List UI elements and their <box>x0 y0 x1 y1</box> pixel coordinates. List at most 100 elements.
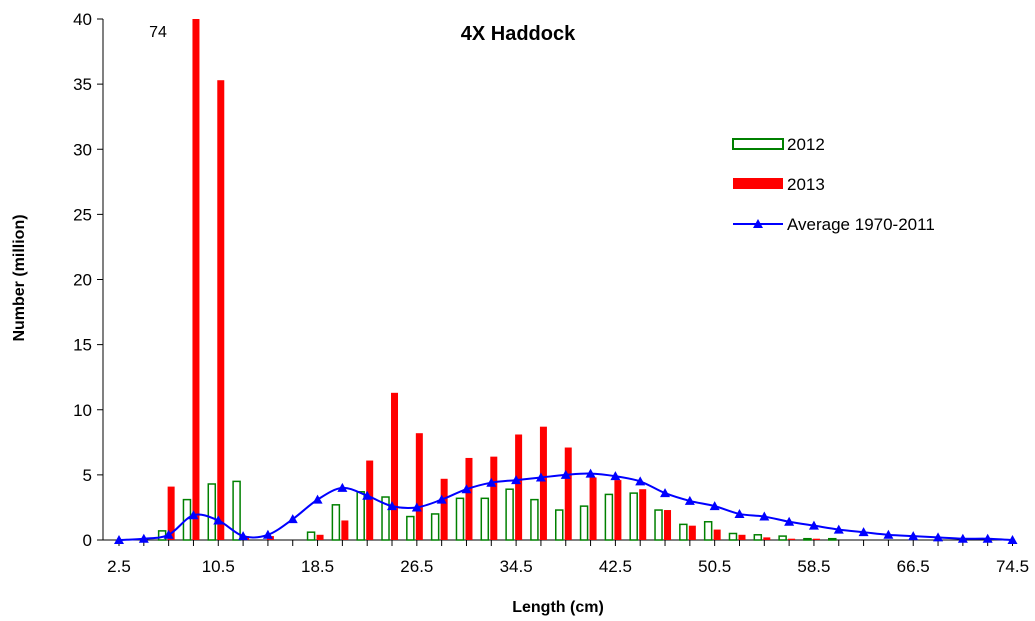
bar-2012 <box>679 523 688 541</box>
average-point-marker <box>908 531 919 541</box>
average-point-marker <box>982 533 993 543</box>
average-point-marker <box>759 511 770 521</box>
average-point-marker <box>114 535 124 544</box>
bar-2013 <box>539 426 547 540</box>
bar-2012 <box>579 505 589 541</box>
x-tick-label: 58.5 <box>797 557 830 576</box>
bar-2013 <box>688 525 696 540</box>
average-point-marker <box>957 533 968 543</box>
average-point-marker <box>585 468 596 478</box>
legend-marker-average <box>753 219 763 228</box>
average-point-marker <box>709 501 720 511</box>
bar-2012 <box>778 535 787 541</box>
bar-2012 <box>207 483 217 541</box>
average-point-marker <box>684 495 695 505</box>
average-point-marker <box>560 469 571 479</box>
bar-2013 <box>738 534 746 540</box>
bar-2013 <box>812 538 820 540</box>
average-point-marker <box>337 482 348 492</box>
bar-2012 <box>480 497 490 541</box>
bar-2013 <box>564 447 572 540</box>
bar-2013 <box>664 510 672 540</box>
x-tick-label: 26.5 <box>400 557 433 576</box>
average-point-marker <box>933 532 944 542</box>
x-axis: 2.5 10.5 18.5 26.5 34.5 42.5 50.5 58.5 66.5 74.5 <box>103 539 1029 576</box>
average-point-marker <box>486 477 497 487</box>
average-point-marker <box>213 515 224 525</box>
y-tick-label: 25 <box>73 205 92 224</box>
bar-2012 <box>703 521 713 541</box>
average-point-marker <box>436 494 447 504</box>
bar-2012 <box>753 534 763 541</box>
bar-value-annotation: 74 <box>149 24 167 41</box>
x-tick-label: 50.5 <box>698 557 731 576</box>
legend-swatch-2013 <box>733 178 783 189</box>
bar-2013 <box>391 392 399 540</box>
bar-2012 <box>530 498 539 541</box>
bar-2012 <box>803 537 812 541</box>
legend-label-2013: 2013 <box>787 175 825 194</box>
average-point-marker <box>535 472 546 482</box>
series-average-line <box>114 468 1018 544</box>
x-tick-label: 34.5 <box>500 557 533 576</box>
average-point-marker <box>635 476 646 486</box>
bar-2013 <box>639 489 647 540</box>
x-axis-title: Length (cm) <box>512 599 604 616</box>
bar-2013 <box>366 460 374 540</box>
y-tick-label: 40 <box>73 10 92 29</box>
bar-2013 <box>465 457 473 540</box>
bar-2012 <box>555 509 564 541</box>
average-point-marker <box>362 490 373 500</box>
bar-2013 <box>589 477 597 540</box>
x-tick-label: 10.5 <box>202 557 235 576</box>
bar-2013 <box>217 80 225 540</box>
average-point-marker <box>833 524 844 534</box>
y-tick-label: 15 <box>73 336 92 355</box>
bar-2013 <box>341 520 349 540</box>
x-tick-label: 2.5 <box>107 557 131 576</box>
bar-2012 <box>430 513 440 541</box>
bar-2013 <box>490 456 498 540</box>
average-point-marker <box>660 488 671 498</box>
bar-2012 <box>455 497 465 541</box>
average-point-marker <box>238 531 249 541</box>
bar-2012 <box>381 496 390 541</box>
average-point-marker <box>138 533 149 543</box>
average-point-marker <box>411 502 422 512</box>
series-2013-bars <box>167 19 820 540</box>
y-tick-label: 5 <box>83 466 92 485</box>
y-axis-title: Number (million) <box>11 214 28 341</box>
bar-2013 <box>788 538 796 540</box>
average-point-marker <box>387 501 398 511</box>
average-point-marker <box>312 494 323 504</box>
y-tick-label: 0 <box>83 531 92 550</box>
legend-label-average: Average 1970-2011 <box>787 215 935 234</box>
y-tick-label: 20 <box>73 271 92 290</box>
bar-2013 <box>614 480 622 540</box>
bar-2013 <box>440 478 448 540</box>
y-tick-label: 35 <box>73 75 92 94</box>
x-tick-label: 74.5 <box>996 557 1029 576</box>
bar-2012 <box>629 492 638 541</box>
average-point-marker <box>784 516 795 526</box>
average-point-marker <box>163 529 174 539</box>
y-tick-label: 10 <box>73 401 92 420</box>
bar-2013 <box>415 433 423 540</box>
average-point-marker <box>287 514 298 524</box>
bar-2012 <box>728 532 738 541</box>
average-point-marker <box>511 475 522 485</box>
legend-label-2012: 2012 <box>787 135 825 154</box>
bar-2012 <box>505 488 514 541</box>
y-tick-label: 30 <box>73 140 92 159</box>
x-tick-label: 66.5 <box>897 557 930 576</box>
y-axis: 0 5 10 15 20 25 30 35 40 <box>73 10 104 550</box>
bar-2012 <box>232 480 241 541</box>
average-point-marker <box>858 527 869 537</box>
bar-2013 <box>167 486 175 540</box>
bar-2013 <box>515 434 523 540</box>
x-tick-label: 18.5 <box>301 557 334 576</box>
series-2012-bars <box>157 480 837 541</box>
average-point-marker <box>734 508 745 518</box>
